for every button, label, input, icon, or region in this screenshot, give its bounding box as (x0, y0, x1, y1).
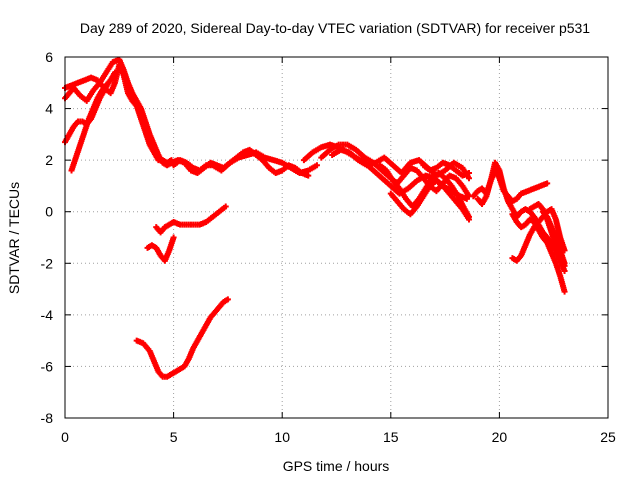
data-point (222, 203, 229, 210)
y-tick-label: 0 (45, 204, 53, 220)
plot-frame (64, 56, 609, 419)
chart-title: Day 289 of 2020, Sidereal Day-to-day VTE… (80, 20, 590, 36)
data-point (465, 170, 472, 177)
x-tick-label: 25 (600, 429, 616, 445)
axis-ticks: 0 5 10 15 20 25 -8 -6 -4 -2 0 2 4 6 (41, 49, 616, 445)
series-arc9 (387, 177, 472, 223)
x-axis-label: GPS time / hours (283, 458, 390, 474)
data-point (305, 172, 312, 179)
series-arc18 (144, 234, 177, 264)
y-tick-label: 6 (45, 49, 53, 65)
data-point (224, 296, 231, 303)
data-point (465, 216, 472, 223)
x-tick-label: 0 (61, 429, 69, 445)
series-arc19 (133, 296, 231, 380)
data-point (561, 268, 568, 275)
x-tick-label: 10 (274, 429, 290, 445)
y-tick-label: -4 (41, 307, 54, 323)
series-arc15 (509, 206, 568, 264)
series-arc17 (153, 203, 229, 236)
data-point (465, 175, 472, 182)
x-tick-label: 20 (492, 429, 508, 445)
y-axis-label: SDTVAR / TECUs (6, 182, 22, 294)
data-point (561, 288, 568, 295)
data-point (111, 69, 118, 76)
x-tick-label: 5 (170, 429, 178, 445)
y-tick-label: -2 (41, 255, 54, 271)
series-arc16 (539, 208, 568, 267)
series-arc10 (420, 159, 472, 179)
series-arc13 (509, 211, 568, 295)
data-point (313, 162, 320, 169)
data-point (544, 180, 551, 187)
y-tick-label: -8 (41, 410, 54, 426)
data-points (62, 56, 568, 380)
x-tick-label: 15 (383, 429, 399, 445)
data-point (170, 234, 177, 241)
series-arc4 (68, 69, 118, 174)
y-tick-label: 2 (45, 152, 53, 168)
y-tick-label: 4 (45, 101, 53, 117)
data-point (561, 260, 568, 267)
series-arc2 (62, 56, 312, 179)
y-tick-label: -6 (41, 358, 54, 374)
